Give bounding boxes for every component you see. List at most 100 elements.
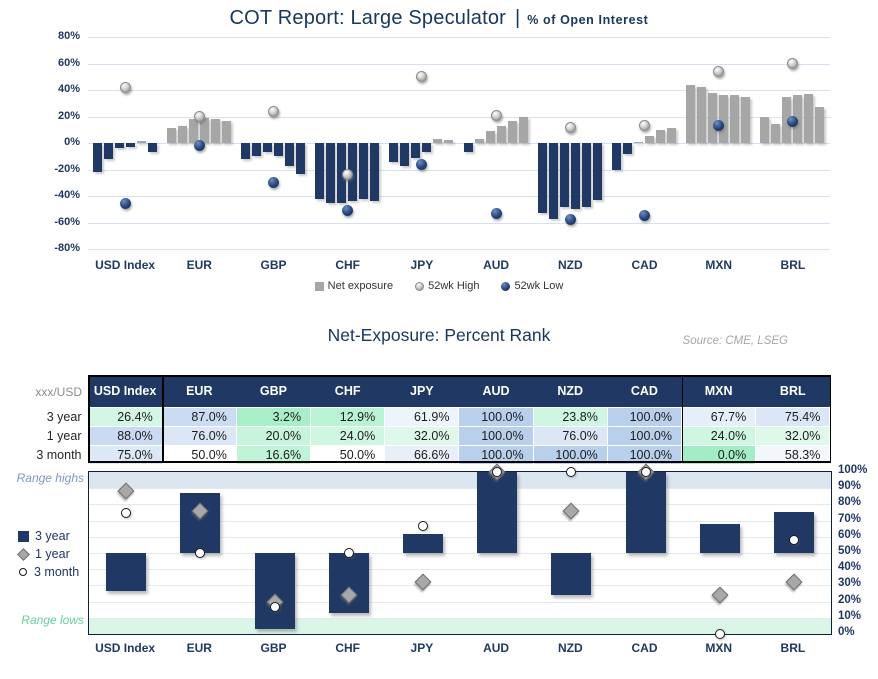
net-exposure-bar bbox=[92, 143, 102, 173]
right-axis-tick-label: 0% bbox=[838, 626, 855, 638]
report-title-main: COT Report: Large Speculator bbox=[229, 7, 507, 29]
rank-cell: 0.0% bbox=[680, 445, 757, 465]
gridline bbox=[88, 37, 830, 38]
rank-cell: 66.6% bbox=[384, 445, 460, 465]
right-axis-tick-label: 30% bbox=[838, 577, 862, 590]
rank-cell: 20.0% bbox=[235, 426, 312, 446]
rank-cell: 12.9% bbox=[310, 407, 386, 427]
net-exposure-bar bbox=[612, 143, 621, 170]
x-axis-category-label: BRL bbox=[780, 258, 806, 272]
legend-label-52wk-low: 52wk Low bbox=[514, 280, 564, 292]
net-exposure-bar bbox=[667, 128, 676, 143]
net-exposure-bar bbox=[793, 95, 803, 143]
y-axis-tick-label: -80% bbox=[54, 242, 80, 254]
week52-low-marker bbox=[119, 198, 131, 210]
week52-low-marker bbox=[490, 207, 502, 219]
week52-high-marker bbox=[787, 58, 799, 69]
net-exposure-bar bbox=[285, 143, 294, 166]
rank-3month-circle bbox=[195, 548, 206, 558]
net-exposure-bar bbox=[147, 143, 157, 153]
rank-3year-bar bbox=[477, 472, 518, 553]
table-border-right bbox=[829, 375, 831, 462]
1year-diamond-icon bbox=[17, 547, 30, 561]
legend-item-3year: 3 year bbox=[18, 527, 79, 545]
x-axis-category-label: EUR bbox=[186, 258, 212, 272]
net-exposure-bar bbox=[199, 117, 209, 143]
right-axis-tick-label: 80% bbox=[838, 496, 862, 509]
net-exposure-bar bbox=[782, 96, 792, 143]
net-exposure-bar bbox=[634, 141, 643, 144]
column-header: JPY bbox=[384, 376, 459, 408]
rank-3year-bar bbox=[773, 511, 814, 553]
net-exposure-bar bbox=[210, 119, 220, 144]
week52-high-marker bbox=[193, 111, 205, 122]
net-exposure-bar bbox=[645, 136, 654, 143]
right-axis-tick-label: 60% bbox=[838, 528, 862, 541]
right-axis-tick-label: 50% bbox=[838, 545, 862, 557]
rank-cell: 24.0% bbox=[310, 426, 386, 446]
column-header: CHF bbox=[310, 376, 385, 408]
rank-cell: 76.0% bbox=[161, 426, 237, 446]
net-exposure-bar bbox=[136, 141, 146, 143]
rank-3month-circle bbox=[714, 629, 725, 639]
net-exposure-bar bbox=[274, 143, 283, 157]
net-exposure-bar bbox=[592, 143, 602, 200]
legend-item-52wk-low: 52wk Low bbox=[501, 280, 563, 292]
rank-cell: 100.0% bbox=[458, 407, 534, 427]
row-label: 3 month bbox=[0, 445, 88, 465]
x-axis-category-label: GBP bbox=[260, 258, 287, 272]
net-exposure-bar bbox=[804, 94, 814, 143]
week52-high-marker bbox=[416, 71, 428, 83]
row-label: 3 year bbox=[0, 407, 88, 427]
y-axis-tick-label: -60% bbox=[54, 215, 80, 228]
table-divider-mxn bbox=[681, 375, 683, 462]
x-axis-category-label: CHF bbox=[335, 258, 361, 272]
week52-high-marker bbox=[490, 109, 502, 121]
rank-3month-circle bbox=[269, 602, 280, 613]
52wk-low-marker-icon bbox=[501, 281, 511, 291]
x-axis-category-label: USD Index bbox=[95, 258, 156, 272]
column-header: EUR bbox=[162, 376, 237, 408]
net-exposure-bar bbox=[760, 116, 770, 143]
net-exposure-bar bbox=[474, 139, 484, 143]
right-axis-tick-label: 90% bbox=[838, 480, 862, 493]
gridline bbox=[88, 222, 830, 224]
range-lows-label: Range lows bbox=[21, 613, 84, 627]
x-axis-category-label: MXN bbox=[705, 258, 733, 272]
legend-item-52wk-high: 52wk High bbox=[415, 280, 479, 292]
rank-cell: 100.0% bbox=[606, 445, 683, 465]
net-exposure-chart-plot bbox=[88, 37, 830, 250]
net-exposure-bar bbox=[125, 143, 135, 147]
rank-3year-bar bbox=[328, 553, 369, 614]
y-axis-tick-label: -20% bbox=[54, 162, 80, 175]
gridline bbox=[88, 169, 830, 171]
net-exposure-bar bbox=[581, 143, 591, 207]
week52-low-marker bbox=[342, 205, 354, 217]
x-axis-category-label: NZD bbox=[557, 258, 583, 272]
percent-rank-table: xxx/USD USD Index EUR GBP CHF JPY AUD NZD CAD MXN… bbox=[0, 376, 831, 465]
rank-3month-circle bbox=[417, 521, 428, 532]
net-exposure-bar bbox=[708, 92, 718, 143]
week52-high-marker bbox=[713, 66, 725, 77]
rank-3month-circle bbox=[492, 467, 503, 477]
week52-low-marker bbox=[787, 116, 799, 128]
net-exposure-bar bbox=[463, 143, 473, 153]
net-exposure-bar bbox=[697, 87, 707, 143]
column-header: NZD bbox=[533, 376, 608, 408]
rank-cell: 32.0% bbox=[755, 426, 831, 446]
net-exposure-bar bbox=[686, 84, 696, 143]
x-axis-category-label: NZD bbox=[557, 641, 583, 655]
rank-3year-bar bbox=[106, 553, 147, 592]
gridline bbox=[89, 569, 831, 571]
rank-cell: 61.9% bbox=[384, 407, 460, 427]
net-exposure-bar bbox=[188, 119, 198, 144]
net-exposure-bar bbox=[518, 116, 528, 143]
y-axis-tick-label: 40% bbox=[57, 83, 80, 95]
net-exposure-bar bbox=[326, 143, 336, 203]
gridline bbox=[89, 488, 831, 490]
week52-low-marker bbox=[639, 210, 650, 222]
x-axis-category-label: USD Index bbox=[95, 641, 156, 655]
net-exposure-bar bbox=[166, 128, 176, 143]
net-exposure-bar bbox=[507, 120, 517, 143]
net-exposure-bar bbox=[496, 125, 506, 143]
